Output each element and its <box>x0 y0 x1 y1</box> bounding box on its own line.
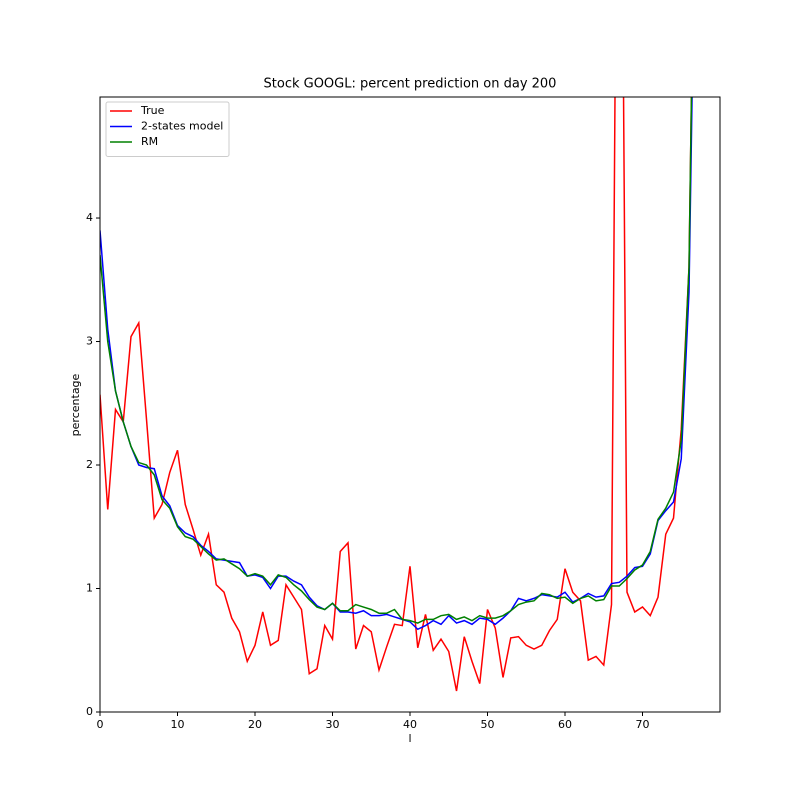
y-tick-label: 3 <box>86 335 93 348</box>
x-tick-label: 10 <box>171 718 185 731</box>
x-tick-label: 20 <box>248 718 262 731</box>
legend-label: 2-states model <box>141 120 223 133</box>
chart-title: Stock GOOGL: percent prediction on day 2… <box>264 77 557 92</box>
line-series <box>100 97 693 631</box>
legend-label: RM <box>141 135 158 148</box>
y-tick-label: 1 <box>86 582 93 595</box>
axes-frame <box>99 96 721 713</box>
y-tick-label: 2 <box>86 458 93 471</box>
legend-label: True <box>140 104 165 117</box>
x-tick-label: 60 <box>558 718 572 731</box>
x-axis-label: l <box>408 732 411 745</box>
x-tick-label: 40 <box>403 718 417 731</box>
line-series <box>100 97 693 692</box>
x-tick-label: 30 <box>326 718 340 731</box>
y-axis-label: percentage <box>69 373 82 436</box>
legend-box <box>105 101 230 157</box>
x-tick-label: 50 <box>481 718 495 731</box>
x-tick-label: 70 <box>636 718 650 731</box>
y-tick-label: 4 <box>86 211 93 224</box>
x-tick-label: 0 <box>97 718 104 731</box>
plot-area <box>100 97 693 692</box>
line-series <box>100 97 693 624</box>
y-tick-label: 0 <box>86 705 93 718</box>
